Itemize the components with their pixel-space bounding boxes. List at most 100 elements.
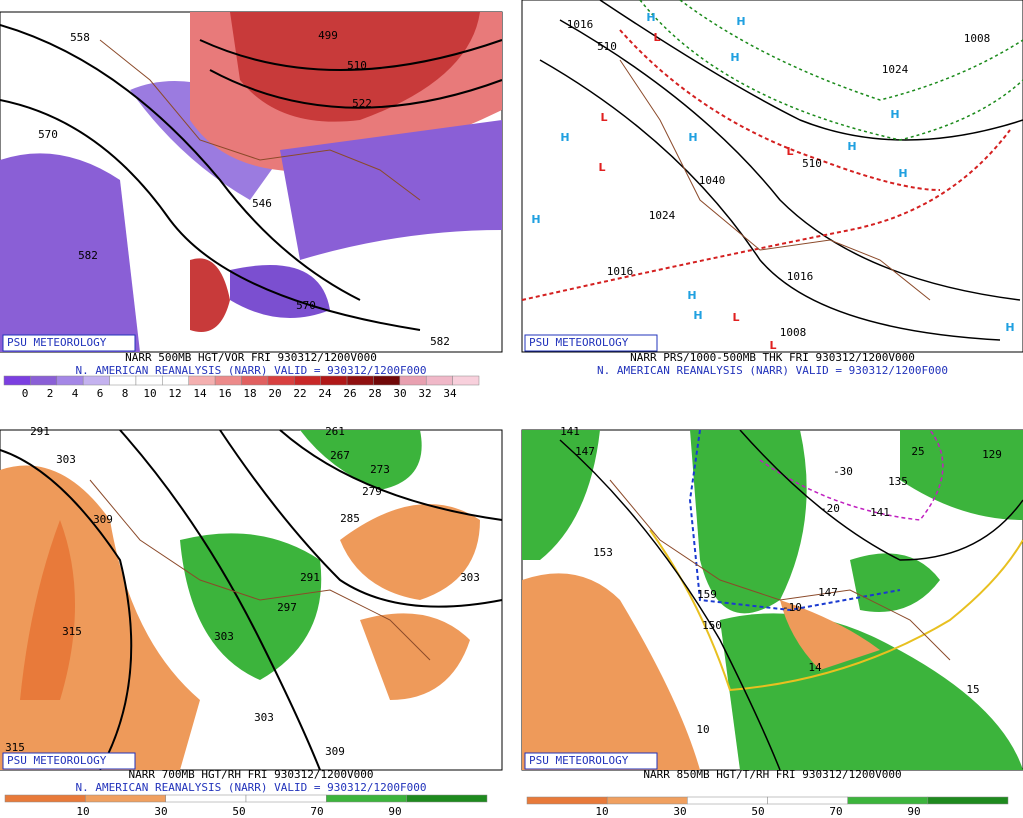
colorbar-segment: [82, 375, 110, 386]
colorbar-label: 4: [72, 387, 79, 400]
thickness-contour: [619, 29, 941, 191]
contour-label: 1008: [964, 32, 991, 45]
contour-label: 510: [347, 59, 367, 72]
rh-area: [720, 613, 1023, 770]
colorbar-segment: [767, 796, 848, 805]
colorbar-segment: [847, 796, 929, 805]
height-contour: [209, 69, 503, 109]
colorbar-label: 16: [218, 387, 231, 400]
map-panel-3: [0, 429, 503, 771]
caption: NARR 700MB HGT/RH FRI 930312/1200V000: [128, 768, 373, 781]
colorbar-segment: [165, 794, 247, 803]
colorbar-segment: [241, 375, 269, 386]
colorbar-label: 32: [418, 387, 431, 400]
pressure-center: H: [687, 289, 696, 302]
colorbar-label: 20: [268, 387, 281, 400]
height-contour: [0, 99, 421, 331]
brand: PSU METEOROLOGY: [529, 336, 629, 349]
vorticity-area: [280, 120, 502, 260]
contour-label: 297: [277, 601, 297, 614]
contour-label: 546: [252, 197, 272, 210]
height-contour: [199, 39, 503, 71]
height-contour: [279, 429, 503, 521]
colorbar-segment: [162, 375, 189, 386]
subcaption: N. AMERICAN REANALYSIS (NARR) VALID = 93…: [76, 364, 427, 377]
contour-label: 291: [300, 571, 320, 584]
colorbar-label: 2: [47, 387, 54, 400]
colorbar-segment: [399, 375, 427, 386]
contour-label: 147: [575, 445, 595, 458]
rh-area: [340, 504, 480, 600]
colorbar-label: 24: [318, 387, 332, 400]
thickness-contour: [679, 0, 1023, 101]
vorticity-area: [230, 12, 480, 122]
rh-area: [360, 613, 470, 700]
contour-label: 279: [362, 485, 382, 498]
contour-label: 1008: [780, 326, 807, 339]
brand-box: [524, 334, 658, 352]
colorbar-label: 50: [751, 805, 764, 818]
colorbar-label: 18: [243, 387, 256, 400]
contour-label: 129: [982, 448, 1002, 461]
pressure-center: H: [1005, 321, 1014, 334]
brand-box: [524, 752, 658, 770]
contour-label: 25: [911, 445, 924, 458]
contour-label: 303: [56, 453, 76, 466]
vorticity-area: [230, 265, 330, 318]
pressure-center: H: [898, 167, 907, 180]
colorbar-segment: [452, 375, 480, 386]
thickness-contour: [521, 129, 1011, 301]
subcaption: N. AMERICAN REANALYSIS (NARR) VALID = 93…: [597, 364, 948, 377]
pressure-center: H: [736, 15, 745, 28]
rh-area: [300, 430, 422, 490]
colorbar-segment: [109, 375, 137, 386]
caption: NARR 850MB HGT/T/RH FRI 930312/1200V000: [643, 768, 901, 781]
pressure-center: H: [531, 213, 540, 226]
colorbar-label: 34: [443, 387, 457, 400]
contour-label: 10: [696, 723, 709, 736]
caption: NARR 500MB HGT/VOR FRI 930312/1200V000: [125, 351, 377, 364]
contour-label: 315: [62, 625, 82, 638]
contour-label: 570: [38, 128, 58, 141]
colorbar-label: 10: [595, 805, 608, 818]
contour-label: -30: [833, 465, 853, 478]
contour-label: 1016: [787, 270, 814, 283]
contour-label: 147: [818, 586, 838, 599]
pressure-center: H: [890, 108, 899, 121]
colorbar-segment: [425, 375, 453, 386]
map-frame: [521, 0, 1023, 353]
colorbar-label: 22: [293, 387, 306, 400]
contour-label: 1024: [649, 209, 676, 222]
rh-area: [180, 533, 322, 680]
height-contour: [0, 24, 361, 301]
contour-label: 150: [702, 619, 722, 632]
colorbar-segment: [320, 375, 348, 386]
pressure-center: H: [730, 51, 739, 64]
brand: PSU METEOROLOGY: [7, 754, 107, 767]
pressure-center: L: [769, 339, 776, 352]
colorbar-segment: [30, 375, 58, 386]
height-contour: [219, 429, 503, 608]
contour-label: 285: [340, 512, 360, 525]
isobar: [599, 0, 1023, 141]
colorbar-label: 12: [168, 387, 181, 400]
brand: PSU METEOROLOGY: [7, 336, 107, 349]
rh-area: [900, 430, 1023, 520]
vorticity-area: [190, 258, 230, 332]
contour-label: 303: [254, 711, 274, 724]
contour-label: 522: [352, 97, 372, 110]
rh-area: [522, 573, 700, 770]
height-contour: [739, 429, 1023, 561]
colorbar-label: 26: [343, 387, 356, 400]
height-contour: [119, 429, 321, 771]
pressure-center: L: [732, 311, 739, 324]
contour-label: -10: [782, 601, 802, 614]
boundary: [99, 39, 421, 201]
colorbar-segment: [346, 375, 374, 386]
colorbar-label: 8: [122, 387, 129, 400]
rh-area: [20, 520, 75, 700]
pressure-center: L: [786, 145, 793, 158]
colorbar-segment: [326, 794, 407, 803]
colorbar-segment: [294, 375, 321, 386]
contour-label: 273: [370, 463, 390, 476]
